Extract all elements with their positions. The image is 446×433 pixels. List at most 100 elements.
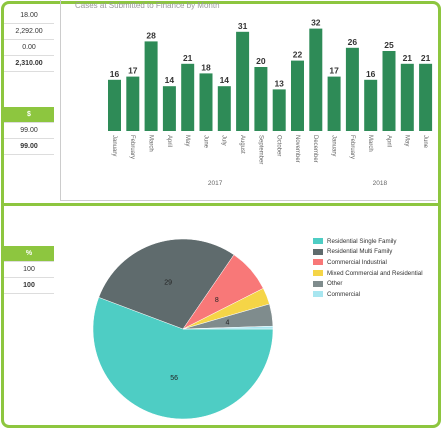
section-divider xyxy=(4,203,438,206)
bar xyxy=(327,76,341,131)
bar-value-label: 13 xyxy=(274,78,284,88)
legend-label: Commercial xyxy=(327,290,361,298)
x-tick-label: February xyxy=(129,135,135,159)
table-row: 2,292.00 xyxy=(4,24,54,40)
pie-slice xyxy=(182,325,274,330)
percent-table: % 100 100 xyxy=(4,246,54,294)
x-tick-label: January xyxy=(331,135,337,156)
bar xyxy=(345,47,359,131)
bar-value-label: 16 xyxy=(366,69,376,79)
x-tick-label: December xyxy=(312,135,318,163)
x-tick-label: February xyxy=(349,135,355,159)
bar xyxy=(217,86,231,131)
bar xyxy=(108,79,121,131)
pie-slice-label: 4 xyxy=(225,319,229,326)
legend-swatch xyxy=(313,248,323,255)
legend-item: Mixed Commercial and Residential xyxy=(313,268,423,279)
bar xyxy=(272,89,286,131)
legend-swatch xyxy=(313,291,323,298)
legend-swatch xyxy=(313,270,323,277)
legend-item: Other xyxy=(313,278,423,289)
pie-slice-label: 56 xyxy=(170,375,178,382)
legend-label: Commercial Industrial xyxy=(327,258,387,266)
bar-value-label: 16 xyxy=(110,69,120,79)
pie-chart: 56 29 8 4 xyxy=(92,238,274,420)
bar xyxy=(236,31,250,131)
pie-slice xyxy=(98,238,235,330)
x-tick-label: May xyxy=(184,135,190,146)
bar xyxy=(162,86,176,131)
table-row: 100 xyxy=(4,262,54,278)
bar-chart-panel xyxy=(60,0,436,201)
bar xyxy=(254,67,268,131)
legend-item: Residential Single Family xyxy=(313,236,423,247)
bar xyxy=(199,73,213,131)
x-tick-label: August xyxy=(239,135,245,154)
bar-value-label: 17 xyxy=(329,66,339,76)
legend-label: Other xyxy=(327,280,343,288)
table-total-row: 99.00 xyxy=(4,139,54,155)
bar-value-label: 18 xyxy=(201,62,211,72)
bar-value-label: 25 xyxy=(384,40,394,50)
pie-legend: Residential Single Family Residential Mul… xyxy=(313,236,423,300)
percent-header: % xyxy=(4,246,54,262)
bar-value-label: 20 xyxy=(256,56,266,66)
bar-value-label: 21 xyxy=(183,53,193,63)
bar xyxy=(419,63,433,131)
bar xyxy=(181,63,195,131)
year-label: 2017 xyxy=(208,180,223,187)
legend-item: Residential Multi Family xyxy=(313,247,423,258)
chart-title: Cases at Submitted to Finance by Month xyxy=(75,1,220,10)
year-label: 2018 xyxy=(373,180,388,187)
bar xyxy=(400,63,414,131)
bar xyxy=(144,41,158,131)
bar-value-label: 14 xyxy=(165,75,175,85)
x-tick-label: April xyxy=(166,135,172,147)
x-tick-label: May xyxy=(404,135,410,146)
pie-slice xyxy=(92,297,274,420)
bar xyxy=(382,51,396,131)
x-tick-label: September xyxy=(257,135,263,164)
legend-label: Residential Single Family xyxy=(327,237,397,245)
bar-value-label: 21 xyxy=(403,53,413,63)
table-total-row: 100 xyxy=(4,278,54,294)
x-tick-label: April xyxy=(385,135,391,147)
table-row: 0.00 xyxy=(4,40,54,56)
totals-table: 18.00 2,292.00 0.00 2,310.00 xyxy=(4,8,54,72)
pie-slice-label: 29 xyxy=(164,279,172,286)
bar-value-label: 31 xyxy=(238,21,248,31)
legend-label: Residential Multi Family xyxy=(327,248,393,256)
bar-value-label: 32 xyxy=(311,18,321,28)
pie-slice-label: 8 xyxy=(215,297,219,304)
amount-header: $ xyxy=(4,107,54,123)
legend-item: Commercial Industrial xyxy=(313,257,423,268)
bar-value-label: 14 xyxy=(220,75,230,85)
legend-swatch xyxy=(313,259,323,266)
x-tick-label: January xyxy=(111,135,117,156)
x-tick-label: July xyxy=(221,135,227,146)
legend-label: Mixed Commercial and Residential xyxy=(327,269,423,277)
x-tick-label: March xyxy=(148,135,154,152)
bar-value-label: 28 xyxy=(146,30,156,40)
legend-item: Commercial xyxy=(313,289,423,300)
bar-value-label: 22 xyxy=(293,50,303,60)
bar xyxy=(126,76,140,131)
bar-value-label: 26 xyxy=(348,37,358,47)
x-tick-label: June xyxy=(202,135,208,149)
bar-value-label: 17 xyxy=(128,66,138,76)
table-total-row: 2,310.00 xyxy=(4,56,54,72)
legend-swatch xyxy=(313,280,323,287)
table-row: 18.00 xyxy=(4,8,54,24)
amount-table: $ 99.00 99.00 xyxy=(4,107,54,155)
bar-value-label: 21 xyxy=(421,53,431,63)
x-tick-label: June xyxy=(422,135,428,149)
bar-chart: Cases at Submitted to Finance by Month 16… xyxy=(75,1,433,187)
x-tick-label: November xyxy=(294,135,300,163)
dashboard-frame xyxy=(1,1,441,428)
bar xyxy=(364,79,378,131)
x-tick-label: March xyxy=(367,135,373,152)
bar xyxy=(309,28,323,132)
table-row: 99.00 xyxy=(4,123,54,139)
legend-swatch xyxy=(313,238,323,245)
x-tick-label: October xyxy=(276,135,282,156)
